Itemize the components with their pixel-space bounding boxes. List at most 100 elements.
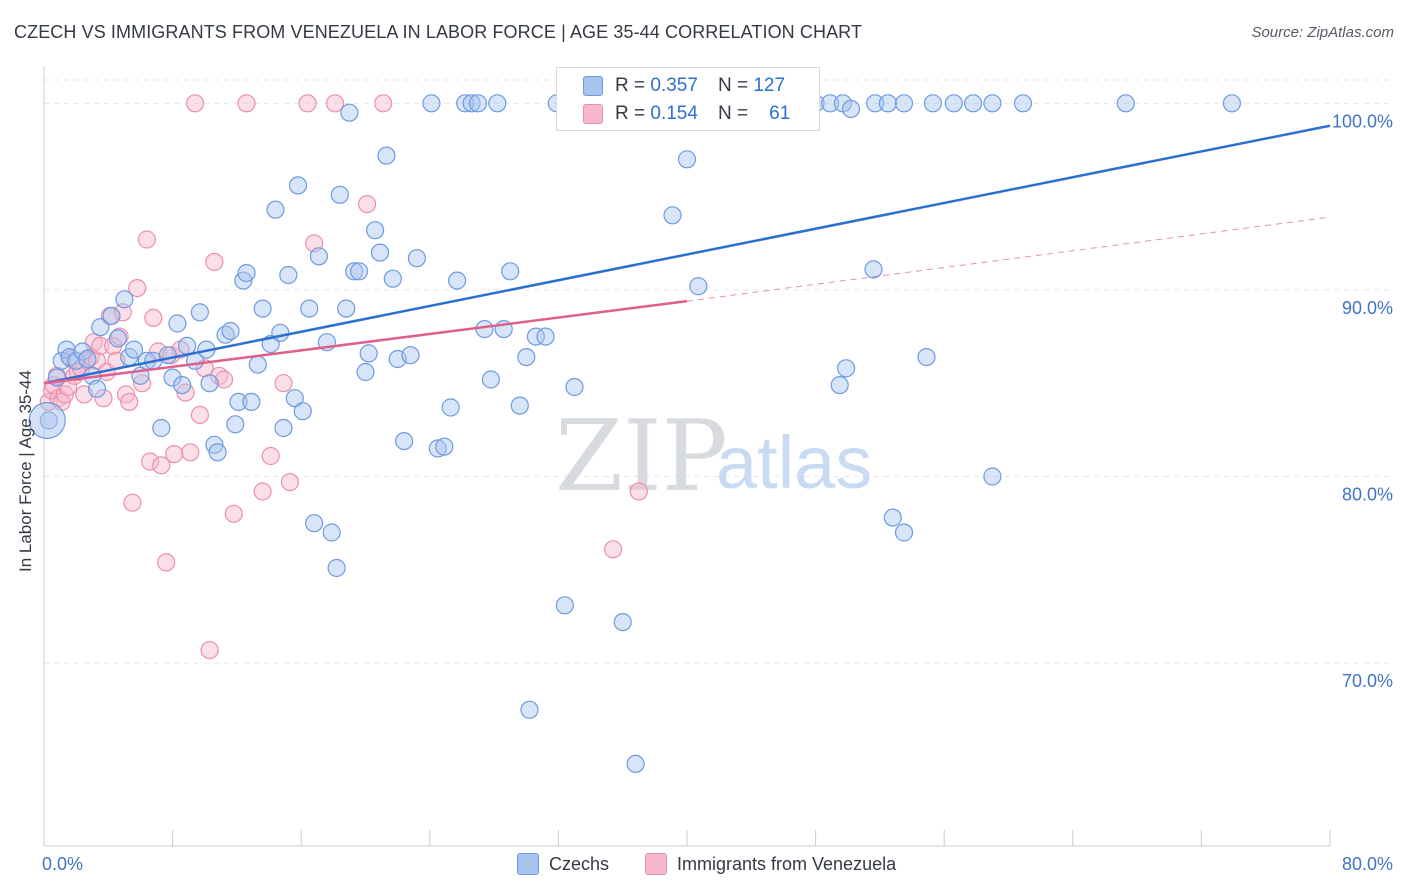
czech-point (366, 221, 385, 240)
venezuela-point (200, 640, 219, 660)
czech-point (248, 355, 267, 374)
czech-point (983, 94, 1002, 113)
czech-point (279, 265, 298, 285)
czech-point (293, 402, 312, 421)
stats-legend: R = 0.357 N = 127 R = 0.154 N = 61 (556, 67, 820, 131)
czech-point (689, 277, 708, 296)
czech-point (28, 401, 66, 440)
czech-point (345, 262, 364, 281)
czech-point (526, 327, 546, 346)
venezuela-point (141, 452, 160, 471)
venezuela-point (603, 540, 623, 559)
czech-point (555, 596, 574, 615)
venezuela-point (181, 443, 200, 462)
czech-point (626, 754, 645, 774)
czech-point (200, 374, 219, 393)
czech-point (285, 389, 304, 408)
venezuela-trend-extension (686, 216, 1331, 302)
czech-point (923, 94, 943, 113)
czech-point (340, 103, 359, 122)
n-value-czechs: 127 (753, 75, 786, 96)
czech-point (309, 247, 328, 266)
czech-point (401, 346, 420, 365)
r-label: R = (615, 75, 646, 96)
r-label: R = (615, 103, 646, 124)
n-label: N = (717, 75, 749, 96)
venezuela-point (298, 94, 317, 113)
grid-layer (44, 79, 1392, 664)
venezuela-swatch (583, 104, 603, 124)
venezuela-point (237, 94, 256, 113)
czech-point (865, 94, 885, 113)
czech-point (208, 443, 227, 462)
czech-point (841, 99, 861, 119)
czech-point (836, 359, 856, 378)
czech-series (28, 94, 1242, 774)
watermark: ZIP atlas (555, 400, 872, 514)
czech-point (377, 146, 396, 165)
czech-point (300, 299, 319, 318)
czech-point (677, 150, 697, 169)
r-value-venezuela: 0.154 (650, 103, 698, 124)
czech-point (488, 94, 507, 113)
czech-point (158, 346, 177, 365)
venezuela-point (186, 94, 205, 113)
y-tick-label: 70.0% (1342, 671, 1393, 691)
czech-point (87, 379, 107, 398)
venezuela-point (91, 336, 110, 355)
x-tick-label-min: 0.0% (42, 854, 83, 874)
czech-point (67, 351, 86, 370)
venezuela-point (113, 303, 132, 322)
czech-point (663, 206, 682, 225)
venezuela-point (280, 473, 299, 492)
czech-trend-line (43, 124, 1331, 385)
czech-point (288, 176, 308, 195)
venezuela-point (128, 279, 147, 298)
venezuela-legend-label: Immigrants from Venezuela (677, 853, 897, 874)
y-tick-label: 80.0% (1342, 485, 1393, 505)
venezuela-point (374, 94, 393, 113)
czech-point (441, 398, 460, 417)
n-value-venezuela: 61 (769, 103, 791, 124)
czech-point (190, 303, 209, 322)
y-tick-label: 90.0% (1342, 298, 1393, 318)
venezuela-point (205, 252, 224, 271)
czech-point (917, 348, 936, 367)
venezuela-point (144, 308, 163, 327)
czech-point (108, 329, 128, 348)
czech-point (178, 336, 197, 355)
venezuela-point (137, 230, 156, 249)
venezuela-point (120, 392, 139, 411)
czech-point (226, 415, 245, 434)
czech-point (983, 467, 1002, 486)
venezuela-point (152, 456, 171, 475)
y-tick-label: 100.0% (1332, 111, 1393, 131)
venezuela-point (133, 374, 152, 393)
czech-point (383, 269, 402, 288)
legend-row-czechs: R = 0.357 N = 127 (583, 73, 785, 99)
venezuela-point (123, 493, 142, 512)
watermark-zip: ZIP (555, 400, 728, 514)
czech-point (428, 439, 447, 458)
r-value-czechs: 0.357 (650, 75, 698, 96)
venezuela-point (325, 94, 345, 113)
czech-point (944, 94, 963, 113)
czech-point (517, 348, 536, 367)
czech-point (124, 340, 144, 359)
czech-point (1222, 94, 1242, 113)
czech-point (613, 612, 632, 632)
czech-point (253, 299, 272, 318)
czech-point (435, 437, 454, 456)
czech-point (350, 262, 369, 281)
czech-point (894, 523, 914, 542)
n-label: N = (717, 103, 749, 124)
czech-point (1116, 94, 1135, 113)
venezuela-point (190, 405, 209, 424)
czech-point (266, 200, 285, 219)
trend-layer (43, 124, 1331, 385)
venezuela-point (94, 389, 113, 408)
y-axis-label: In Labor Force | Age 35-44 (16, 370, 35, 572)
venezuela-point (157, 553, 176, 572)
venezuela-point (165, 445, 184, 464)
czech-point (271, 323, 290, 342)
